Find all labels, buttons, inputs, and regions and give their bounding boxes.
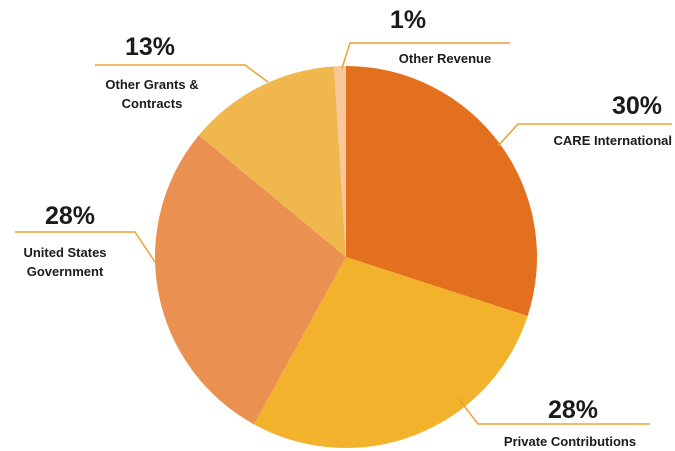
pie-slice: [154, 135, 346, 425]
pie-slice: [334, 66, 346, 257]
value-label: 13%: [124, 33, 176, 61]
category-label: United States Government: [23, 245, 107, 279]
category-label: CARE International: [553, 133, 672, 148]
leader-line: [341, 42, 510, 69]
leader-line: [497, 123, 672, 147]
pie-slice: [198, 66, 346, 257]
category-label: Other Revenue: [398, 51, 492, 66]
category-label: Private Contributions: [503, 434, 637, 449]
pie-slice: [346, 66, 537, 317]
value-label: 28%: [44, 202, 96, 230]
value-label: 30%: [611, 92, 662, 120]
leader-line: [457, 397, 650, 425]
value-label: 1%: [389, 6, 427, 34]
value-label: 28%: [547, 396, 598, 424]
leader-line: [95, 64, 269, 83]
leader-line: [15, 231, 156, 263]
category-label: Other Grants & Contracts: [105, 77, 199, 111]
